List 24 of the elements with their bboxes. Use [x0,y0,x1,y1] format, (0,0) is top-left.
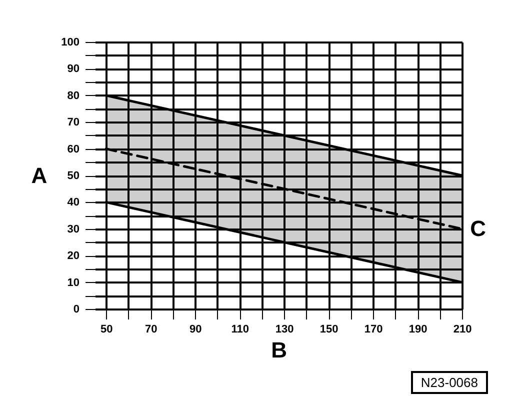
y-tick-label: 10 [67,276,80,289]
x-tick-label: 130 [275,324,294,336]
x-tick-label: 170 [364,324,383,336]
y-tick-label: 70 [67,116,80,129]
x-tick-label: 190 [408,324,428,336]
x-tick-label: 90 [189,324,202,336]
y-tick-label: 80 [67,90,80,102]
y-axis-title: A [31,163,48,188]
y-tick-label: 30 [67,223,80,236]
x-tick-label: 50 [100,324,113,336]
annotation: C [470,216,486,241]
x-axis-title: B [271,338,287,362]
y-tick-label: 0 [73,304,80,316]
y-tick-label: 90 [67,63,80,76]
text: N23-0068 [410,371,488,394]
y-tick-label: 50 [67,170,80,182]
y-tick-label: 40 [67,196,80,209]
x-tick-label: 210 [453,324,472,336]
x-tick-label: 110 [231,324,249,336]
y-tick-label: 20 [67,250,80,262]
y-tick-label: 100 [61,36,80,48]
x-tick-label: 150 [320,324,338,336]
y-tick-label: 60 [67,143,80,156]
x-tick-label: 70 [144,324,158,336]
